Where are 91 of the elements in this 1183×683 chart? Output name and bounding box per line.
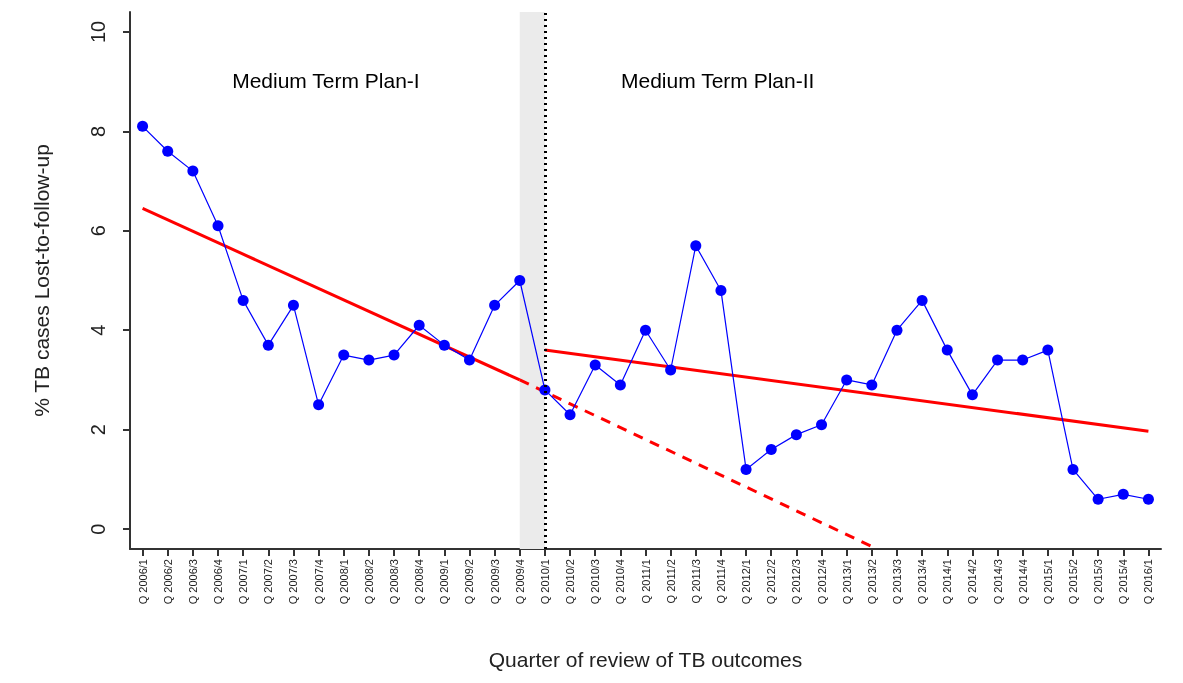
point	[941, 344, 953, 356]
point	[715, 284, 727, 296]
point	[589, 359, 601, 371]
x-tick-label: Q 2007/3	[287, 559, 300, 605]
x-tick-label: Q 2009/1	[438, 559, 451, 605]
point	[816, 419, 828, 431]
x-tick-label: Q 2011/3	[689, 559, 702, 604]
x-tick-label: Q 2007/2	[262, 559, 275, 605]
point	[338, 349, 350, 361]
point	[1117, 488, 1129, 500]
x-tick-label: Q 2014/2	[966, 559, 979, 605]
point	[514, 275, 526, 286]
point	[438, 339, 450, 351]
point	[313, 399, 325, 411]
y-tick-label: 6	[87, 225, 109, 237]
point	[363, 354, 375, 366]
y-axis-title: % TB cases Lost-to-follow-up	[30, 144, 53, 417]
x-tick-label: Q 2011/4	[714, 559, 727, 604]
point	[841, 374, 853, 386]
point	[564, 409, 576, 421]
x-tick-label: Q 2006/2	[161, 559, 174, 605]
x-tick-label: Q 2011/1	[639, 559, 652, 604]
x-tick-label: Q 2010/4	[614, 559, 627, 605]
point	[765, 444, 777, 456]
x-tick-label: Q 2010/2	[564, 559, 577, 605]
x-tick-label: Q 2015/3	[1092, 559, 1105, 605]
x-tick-label: Q 2006/4	[212, 559, 225, 605]
point	[413, 319, 425, 331]
x-tick-label: Q 2012/2	[765, 559, 778, 605]
x-tick-label: Q 2011/2	[664, 559, 677, 604]
point	[966, 389, 978, 401]
point	[665, 364, 677, 376]
x-tick-label: Q 2015/4	[1117, 559, 1130, 605]
y-tick-label: 4	[87, 324, 109, 336]
x-tick-label: Q 2009/3	[488, 559, 501, 605]
point	[162, 145, 174, 157]
x-tick-label: Q 2015/1	[1041, 559, 1054, 605]
point	[489, 299, 501, 311]
x-tick-label: Q 2014/3	[991, 559, 1004, 605]
point	[790, 429, 802, 441]
x-tick-label: Q 2006/1	[136, 559, 149, 605]
point	[740, 463, 752, 475]
x-tick-label: Q 2013/1	[840, 559, 853, 605]
point	[287, 299, 299, 311]
point	[614, 379, 626, 391]
point	[891, 324, 903, 336]
point	[1142, 493, 1154, 505]
point	[137, 120, 149, 132]
x-tick-label: Q 2008/1	[337, 559, 350, 605]
point	[690, 240, 702, 252]
x-tick-label: Q 2006/3	[186, 559, 199, 605]
annotation: Medium Term Plan-II	[621, 69, 815, 92]
point	[916, 294, 928, 306]
x-tick-label: Q 2016/1	[1142, 559, 1155, 605]
x-tick-label: Q 2007/1	[237, 559, 250, 605]
y-tick-label: 8	[87, 125, 109, 137]
point	[1042, 344, 1054, 356]
x-tick-label: Q 2009/4	[513, 559, 526, 605]
point	[1067, 463, 1079, 475]
x-tick-label: Q 2014/4	[1016, 559, 1029, 605]
x-tick-label: Q 2010/1	[538, 559, 551, 605]
y-tick-label: 0	[87, 523, 109, 535]
point	[640, 324, 651, 336]
point	[187, 165, 199, 177]
x-tick-label: Q 2008/4	[413, 559, 426, 605]
x-tick-label: Q 2012/1	[740, 559, 753, 605]
point	[262, 339, 274, 351]
point	[237, 294, 249, 306]
x-tick-label: Q 2013/2	[865, 559, 878, 605]
x-tick-label: Q 2014/1	[941, 559, 954, 605]
x-tick-label: Q 2012/3	[790, 559, 803, 605]
x-tick-label: Q 2013/3	[890, 559, 903, 605]
x-tick-label: Q 2013/4	[916, 559, 929, 605]
point	[1092, 493, 1104, 505]
x-tick-label: Q 2009/2	[463, 559, 476, 605]
x-axis-title: Quarter of review of TB outcomes	[488, 648, 803, 671]
x-tick-label: Q 2008/3	[388, 559, 401, 605]
point	[1017, 354, 1029, 366]
x-tick-label: Q 2008/2	[362, 559, 375, 605]
x-tick-label: Q 2015/2	[1066, 559, 1079, 605]
annotation: Medium Term Plan-I	[232, 69, 420, 92]
x-tick-label: Q 2007/4	[312, 559, 325, 605]
y-tick-label: 10	[87, 20, 109, 44]
x-tick-label: Q 2012/4	[815, 559, 828, 605]
x-tick-label: Q 2010/3	[589, 559, 602, 605]
point	[992, 354, 1004, 366]
point	[388, 349, 400, 361]
y-tick-label: 2	[87, 424, 109, 436]
point	[866, 379, 878, 391]
point	[212, 220, 224, 232]
point	[463, 354, 475, 366]
